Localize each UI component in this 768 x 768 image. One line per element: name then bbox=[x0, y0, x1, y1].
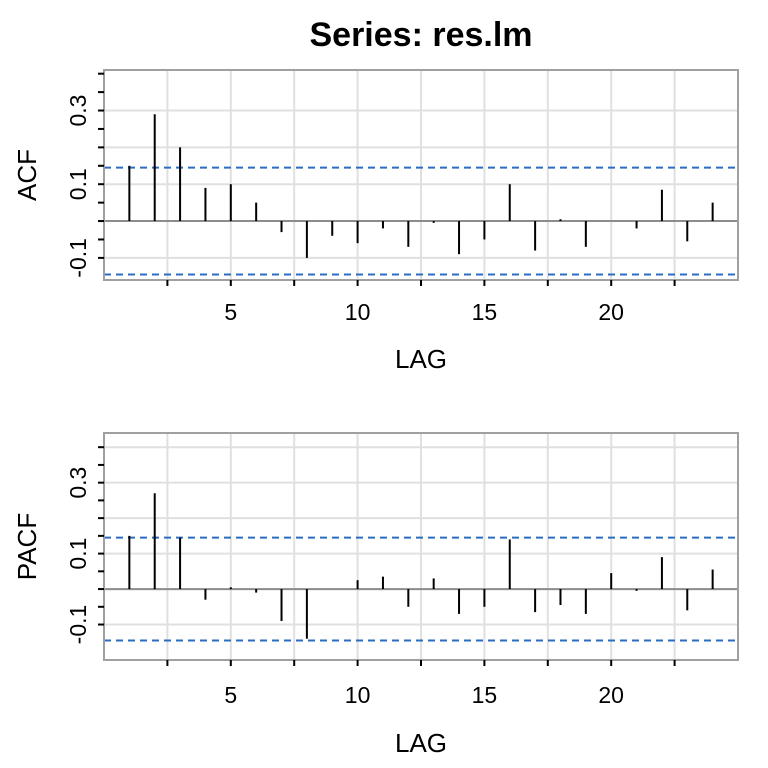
x-axis-label: LAG bbox=[395, 728, 447, 758]
y-tick-label: 0.3 bbox=[65, 95, 91, 127]
y-axis-label: ACF bbox=[12, 149, 42, 201]
y-tick-label: 0.1 bbox=[65, 538, 91, 570]
figure-title: Series: res.lm bbox=[309, 16, 532, 54]
acf-panel: -0.1 0.1 0.3 5 10 15 20 LAG ACF bbox=[12, 69, 739, 374]
y-tick-label: 0.1 bbox=[65, 168, 91, 200]
x-tick-label: 5 bbox=[224, 299, 237, 325]
x-tick-label: 10 bbox=[345, 299, 371, 325]
y-axis-label: PACF bbox=[12, 513, 42, 580]
x-tick-label: 20 bbox=[598, 682, 624, 708]
y-tick-label: 0.3 bbox=[65, 467, 91, 499]
x-tick-label: 5 bbox=[224, 682, 237, 708]
pacf-panel: -0.1 0.1 0.3 5 10 15 20 LAG PACF bbox=[12, 432, 739, 758]
y-tick-label: -0.1 bbox=[65, 238, 91, 278]
x-tick-label: 15 bbox=[472, 299, 498, 325]
x-tick-label: 15 bbox=[472, 682, 498, 708]
x-tick-label: 10 bbox=[345, 682, 371, 708]
x-tick-label: 20 bbox=[598, 299, 624, 325]
x-axis-label: LAG bbox=[395, 344, 447, 374]
panels: -0.1 0.1 0.3 5 10 15 20 LAG ACF -0.1 0.1 0.3 5 10 15 20… bbox=[12, 69, 739, 758]
y-tick-label: -0.1 bbox=[65, 605, 91, 645]
